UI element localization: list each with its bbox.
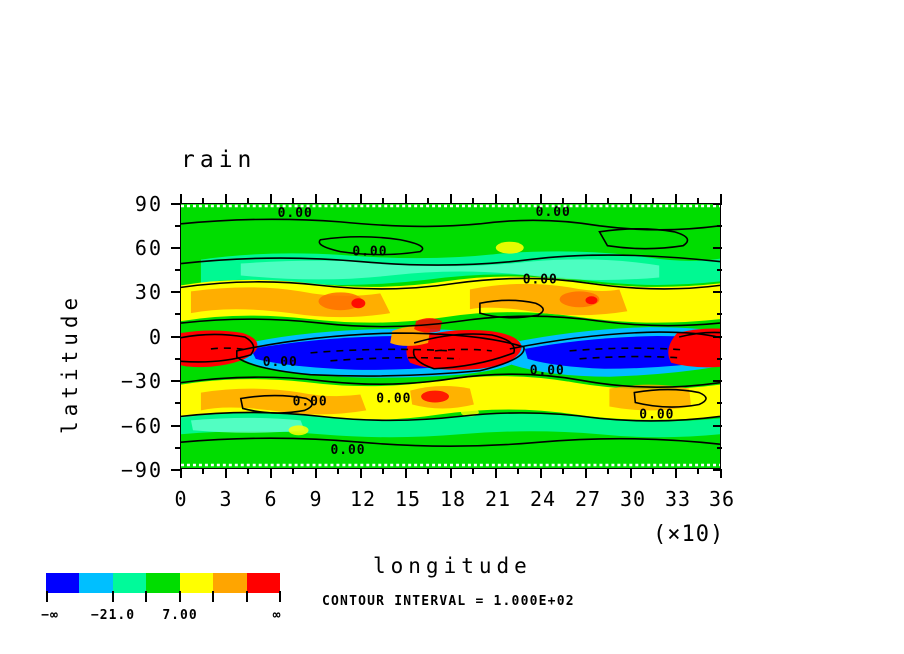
contour-label: 0.00 bbox=[376, 392, 411, 407]
contour-label: 0.00 bbox=[352, 245, 387, 260]
colorbar-label-min: −∞ bbox=[41, 608, 59, 623]
contour-label: 0.00 bbox=[523, 272, 558, 287]
x-tick-label: 18 bbox=[439, 487, 467, 511]
colorbar-label-high: 7.00 bbox=[162, 608, 198, 623]
contour-label: 0.00 bbox=[293, 394, 328, 409]
colorbar-legend bbox=[46, 573, 280, 593]
colorbar-swatch bbox=[46, 573, 80, 593]
contour-label: 0.00 bbox=[330, 443, 365, 458]
x-tick-label: 15 bbox=[394, 487, 422, 511]
contour-label: 0.00 bbox=[263, 355, 298, 370]
contour-label: 0.00 bbox=[530, 364, 565, 379]
x-tick-label: 6 bbox=[264, 487, 278, 511]
y-tick-label: 60 bbox=[134, 236, 163, 260]
colorbar-swatch bbox=[112, 573, 147, 593]
contour-interval-note: CONTOUR INTERVAL = 1.000E+02 bbox=[322, 594, 575, 609]
map-border-dots bbox=[181, 204, 720, 467]
colorbar-swatch bbox=[246, 573, 280, 593]
x-tick-label: 0 bbox=[174, 487, 188, 511]
x-tick-label: 30 bbox=[619, 487, 647, 511]
x-tick-label: 3 bbox=[219, 487, 233, 511]
y-tick-label: 0 bbox=[148, 325, 163, 349]
colorbar-swatch bbox=[213, 573, 247, 593]
x-axis-multiplier-note: (×10) bbox=[653, 522, 725, 547]
page-title: rain bbox=[181, 147, 257, 173]
x-tick-label: 21 bbox=[484, 487, 512, 511]
contour-label: 0.00 bbox=[536, 205, 571, 220]
y-tick-label: −90 bbox=[120, 458, 163, 482]
colorbar-label-max: ∞ bbox=[272, 608, 282, 623]
y-tick-label: 90 bbox=[134, 192, 163, 216]
y-axis-title: latitude bbox=[58, 292, 82, 434]
x-axis-title: longitude bbox=[373, 554, 532, 578]
x-tick-label: 36 bbox=[708, 487, 736, 511]
contour-label: 0.00 bbox=[639, 407, 674, 422]
x-tick-label: 9 bbox=[309, 487, 323, 511]
y-tick-label: −60 bbox=[120, 414, 163, 438]
x-tick-label: 24 bbox=[529, 487, 557, 511]
colorbar-label-low: −21.0 bbox=[90, 608, 136, 623]
x-tick-label: 27 bbox=[574, 487, 602, 511]
colorbar-swatch bbox=[179, 573, 214, 593]
y-tick-label: −30 bbox=[120, 369, 163, 393]
contour-line-layer bbox=[181, 218, 720, 447]
contour-value-labels: 0.00 0.00 0.00 0.00 0.00 0.00 0.00 0.00 … bbox=[263, 205, 674, 458]
contour-plot-area: 0.00 0.00 0.00 0.00 0.00 0.00 0.00 0.00 … bbox=[180, 203, 721, 469]
contour-plot-canvas: 0.00 0.00 0.00 0.00 0.00 0.00 0.00 0.00 … bbox=[181, 204, 720, 468]
x-tick-label: 33 bbox=[664, 487, 692, 511]
x-tick-label: 12 bbox=[349, 487, 377, 511]
colorbar-swatch bbox=[79, 573, 113, 593]
contour-label: 0.00 bbox=[278, 206, 313, 221]
y-tick-label: 30 bbox=[134, 280, 163, 304]
colorbar-swatch bbox=[146, 573, 180, 593]
